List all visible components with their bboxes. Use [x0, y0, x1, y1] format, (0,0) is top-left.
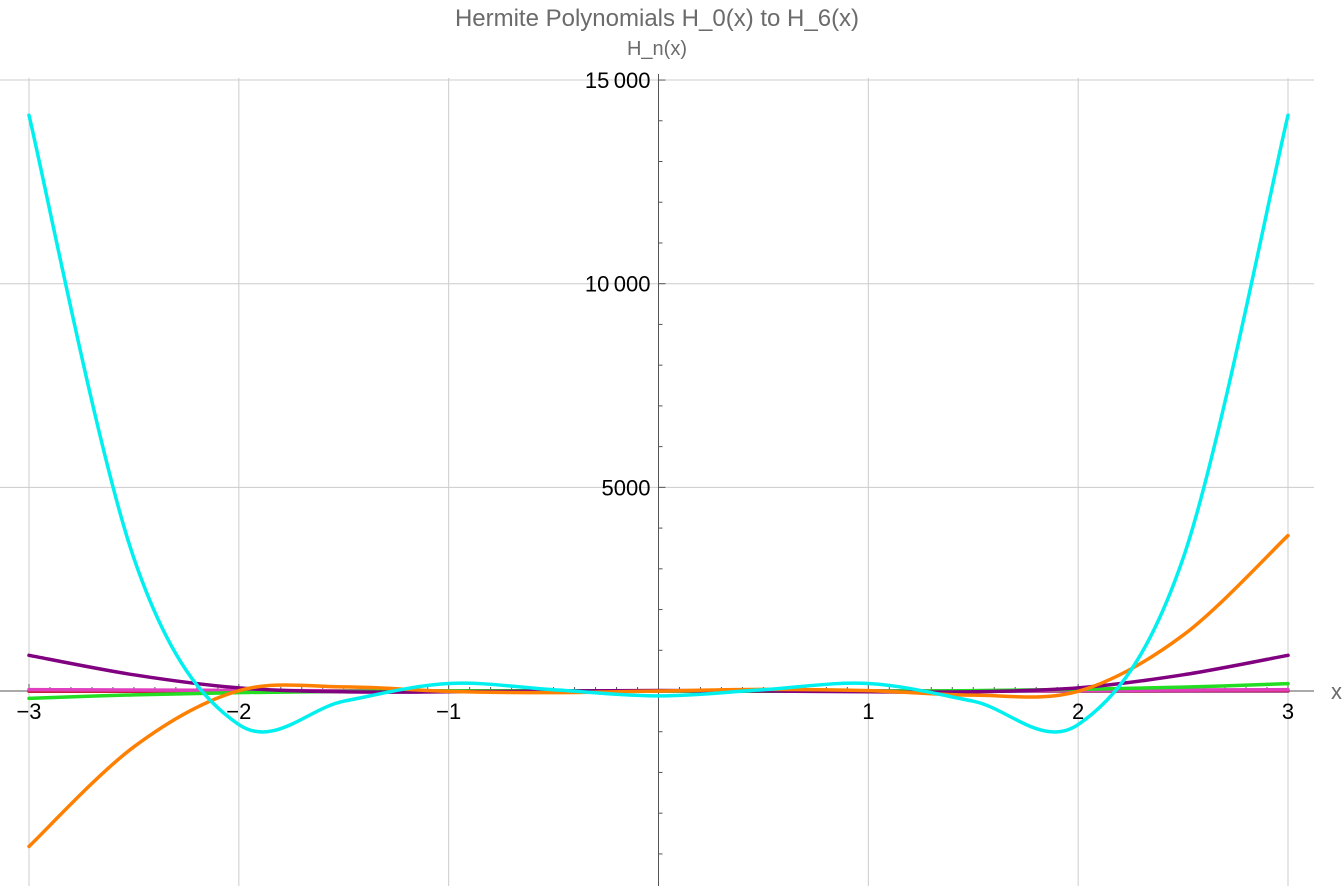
- x-axis-label: x: [1331, 679, 1342, 704]
- y-axis-label: H_n(x): [627, 38, 687, 60]
- x-tick-label: 2: [1072, 699, 1084, 724]
- x-tick-label: 1: [862, 699, 874, 724]
- curves: [27, 113, 1290, 849]
- y-tick-label: 10 000: [585, 272, 651, 297]
- y-tick-label: 15 000: [585, 68, 651, 93]
- chart-title: Hermite Polynomials H_0(x) to H_6(x): [455, 5, 859, 32]
- y-tick-label: 5000: [602, 475, 651, 500]
- x-tick-label: −1: [436, 699, 461, 724]
- series-line-h5: [27, 533, 1290, 849]
- x-tick-label: 3: [1282, 699, 1294, 724]
- grid: [0, 78, 1314, 886]
- x-tick-label: −3: [16, 699, 41, 724]
- x-tick-label: −2: [226, 699, 251, 724]
- tick-labels: −3 −2 −1 1 2 3 5000 10 000 15 000: [16, 68, 1294, 724]
- series-line-h6: [27, 113, 1290, 734]
- axes: [0, 74, 1314, 886]
